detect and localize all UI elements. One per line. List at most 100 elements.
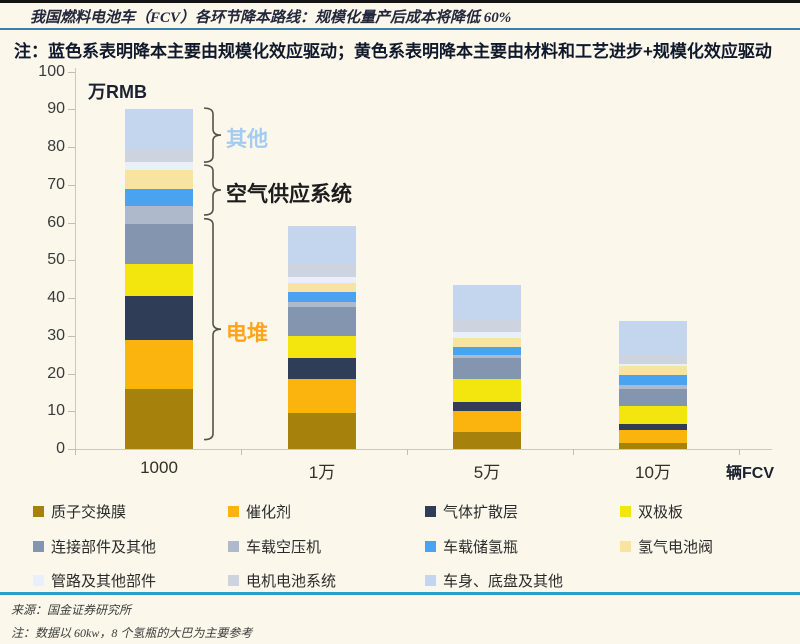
- legend-item: 氢气电池阀: [620, 538, 714, 556]
- brace: [203, 107, 222, 163]
- y-tick-label: 40: [47, 289, 65, 306]
- y-tick-label: 70: [47, 175, 65, 193]
- bar-segment: [288, 413, 356, 449]
- title-divider: [0, 28, 800, 30]
- y-tick: [68, 222, 75, 224]
- bar-segment: [288, 292, 356, 302]
- bar-segment: [125, 188, 193, 206]
- legend-swatch: [425, 505, 436, 517]
- bar-segment: [288, 282, 356, 293]
- bar-segment: [125, 162, 193, 170]
- y-tick: [68, 449, 75, 450]
- legend-item: 催化剂: [228, 503, 292, 521]
- footnote-text: 注：数据以 60kw，8 个氢瓶的大巴为主要参考: [11, 626, 253, 640]
- legend-item: 电机电池系统: [228, 572, 337, 590]
- legend-swatch: [620, 540, 631, 552]
- legend-item: 车载空压机: [228, 538, 322, 556]
- x-tick: [573, 449, 574, 455]
- bar-segment: [288, 264, 356, 278]
- bar-segment: [619, 443, 687, 449]
- legend-swatch: [228, 505, 239, 517]
- bar-segment: [619, 384, 687, 389]
- x-axis-line: [75, 449, 772, 450]
- legend-item: 管路及其他部件: [33, 572, 157, 590]
- legend-swatch: [620, 505, 631, 517]
- brace: [203, 217, 222, 441]
- bar-segment: [288, 301, 356, 308]
- legend-label: 气体扩散层: [443, 503, 519, 521]
- legend-label: 质子交换膜: [51, 503, 127, 521]
- legend-label: 车载储氢瓶: [443, 538, 519, 556]
- stacked-bar-chart: 万RMB 0 10 20 30 40 50 60 70 80 90 100 1000 1万 5万 10万 …: [38, 62, 775, 482]
- stacked-bar-5万: [453, 284, 521, 449]
- x-category-label: 5万: [473, 463, 501, 482]
- bar-segment: [619, 364, 687, 366]
- legend-item: 质子交换膜: [33, 503, 127, 521]
- bar-segment: [288, 358, 356, 380]
- bottom-divider: [0, 592, 800, 595]
- bar-segment: [619, 320, 687, 355]
- y-tick: [68, 335, 75, 337]
- legend-item: 气体扩散层: [425, 503, 519, 521]
- legend-item: 车身、底盘及其他: [425, 572, 563, 590]
- legend-label: 管路及其他部件: [51, 572, 157, 590]
- bar-segment: [619, 354, 687, 365]
- y-tick: [68, 109, 75, 111]
- y-tick-label: 0: [56, 440, 65, 457]
- x-axis-unit-label: 辆FCV: [726, 465, 775, 482]
- bar-segment: [619, 424, 687, 431]
- y-tick-label: 50: [47, 251, 65, 269]
- y-tick: [68, 147, 75, 148]
- annotation-其他: 其他: [226, 128, 268, 152]
- y-tick-label: 80: [47, 138, 65, 155]
- y-tick-label: 10: [47, 402, 65, 420]
- bar-segment: [125, 339, 193, 389]
- source-text: 来源：国金证券研究所: [11, 603, 132, 617]
- y-tick: [68, 184, 75, 186]
- legend-swatch: [228, 540, 239, 552]
- bar-segment: [453, 411, 521, 432]
- stacked-bar-1万: [288, 226, 356, 449]
- bar-segment: [125, 148, 193, 163]
- bar-segment: [125, 296, 193, 340]
- bar-segment: [125, 109, 193, 149]
- y-tick: [68, 260, 75, 262]
- annotation-空气供应系统: 空气供应系统: [226, 183, 352, 207]
- legend-swatch: [33, 505, 44, 517]
- legend-swatch: [33, 574, 44, 586]
- y-tick: [68, 411, 75, 413]
- x-category-label: 1万: [308, 463, 336, 482]
- legend-label: 催化剂: [246, 503, 292, 521]
- page-title: 我国燃料电池车（FCV）各环节降本路线：规模化量产后成本将降低 60%: [30, 10, 512, 26]
- y-axis-unit-label: 万RMB: [88, 82, 147, 102]
- bar-segment: [453, 358, 521, 380]
- x-category-label: 1000: [140, 458, 178, 477]
- bar-segment: [453, 331, 521, 338]
- chart-legend: 质子交换膜 催化剂 气体扩散层 双极板 连接部件及其他 车载空压机 车载储氢瓶 氢气电池阀 管路…: [0, 497, 800, 591]
- bar-segment: [125, 388, 193, 449]
- legend-label: 氢气电池阀: [638, 538, 714, 556]
- legend-item: 连接部件及其他: [33, 538, 157, 556]
- bar-segment: [619, 405, 687, 425]
- x-tick: [241, 449, 242, 455]
- x-tick: [407, 449, 408, 455]
- legend-swatch: [425, 540, 436, 552]
- bar-segment: [288, 379, 356, 414]
- legend-label: 电机电池系统: [246, 572, 337, 590]
- y-tick-label: 20: [47, 364, 65, 382]
- legend-label: 车载空压机: [246, 538, 322, 556]
- bar-segment: [453, 318, 521, 332]
- bar-segment: [619, 430, 687, 444]
- x-tick: [75, 449, 76, 455]
- legend-label: 连接部件及其他: [51, 538, 157, 556]
- x-category-label: 10万: [635, 463, 671, 482]
- bar-segment: [619, 365, 687, 376]
- bar-segment: [619, 388, 687, 406]
- y-tick: [68, 71, 75, 73]
- bar-segment: [453, 337, 521, 348]
- legend-swatch: [425, 574, 436, 586]
- bar-segment: [288, 307, 356, 336]
- y-tick-label: 100: [38, 62, 65, 80]
- bar-segment: [619, 375, 687, 385]
